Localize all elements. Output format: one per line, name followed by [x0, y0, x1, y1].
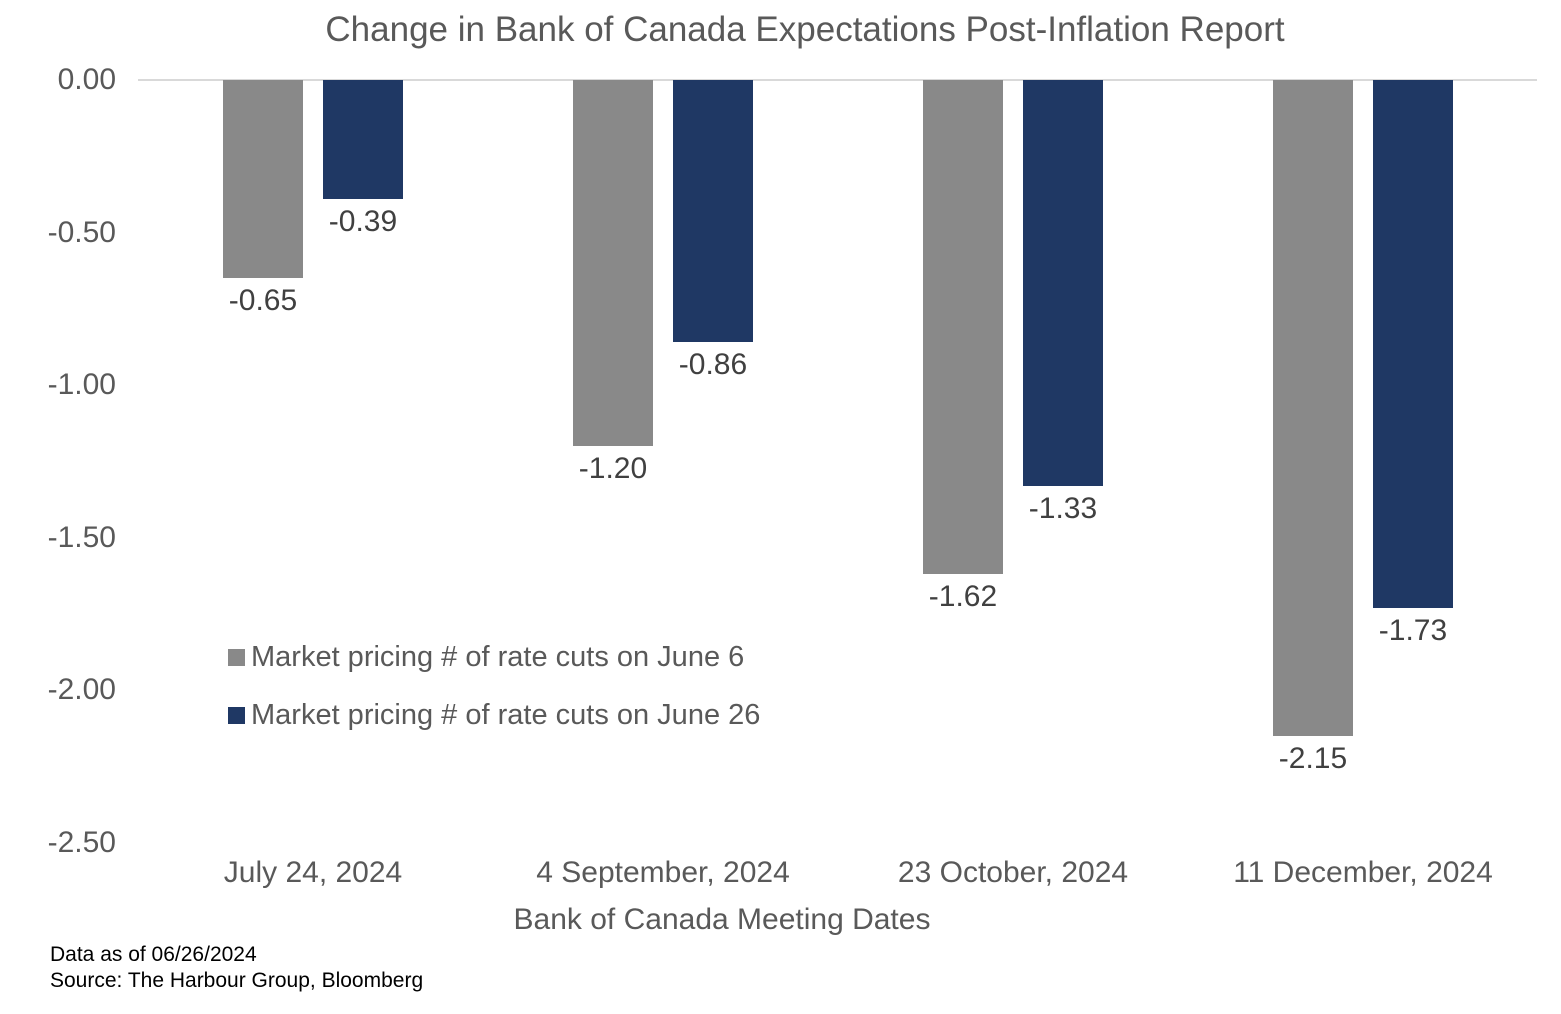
footnote: Data as of 06/26/2024 Source: The Harbou… [50, 942, 423, 994]
bar-value-label: -1.20 [578, 452, 648, 485]
legend-item-june6: Market pricing # of rate cuts on June 6 [228, 638, 760, 676]
legend-swatch-navy [228, 706, 245, 724]
bar-series0-group2 [923, 80, 1003, 574]
bar-value-label: -0.86 [678, 348, 748, 381]
bar-value-label: -2.15 [1278, 742, 1348, 775]
x-axis-label: July 24, 2024 [223, 856, 403, 889]
bar-value-label: -0.65 [228, 284, 298, 317]
source-line: Source: The Harbour Group, Bloomberg [50, 969, 424, 992]
x-axis-title: Bank of Canada Meeting Dates [513, 903, 931, 936]
x-axis-label: 4 September, 2024 [536, 856, 790, 889]
bar-series0-group3 [1273, 80, 1353, 736]
bar-series1-group0 [323, 80, 403, 199]
bar-series0-group1 [573, 80, 653, 446]
y-tick-label: -1.00 [47, 368, 116, 401]
bar-series1-group3 [1373, 80, 1453, 608]
bar-value-label: -1.33 [1028, 492, 1098, 525]
bar-value-label: -0.39 [328, 205, 398, 238]
y-tick-label: -2.50 [47, 826, 116, 859]
x-axis-label: 23 October, 2024 [897, 856, 1129, 889]
legend-label-june26: Market pricing # of rate cuts on June 26 [251, 698, 761, 731]
y-tick-label: -2.00 [47, 673, 116, 706]
legend-label-june6: Market pricing # of rate cuts on June 6 [251, 640, 745, 673]
y-tick-label: 0.00 [57, 63, 116, 96]
y-tick-label: -1.50 [47, 521, 116, 554]
x-axis-label: 11 December, 2024 [1233, 856, 1493, 889]
bar-value-label: -1.73 [1378, 614, 1448, 647]
bar-value-label: -1.62 [928, 580, 998, 613]
legend: Market pricing # of rate cuts on June 6 … [228, 638, 760, 754]
legend-swatch-gray [228, 648, 245, 666]
data-as-of-line: Data as of 06/26/2024 [50, 943, 257, 966]
bar-series0-group0 [223, 80, 303, 278]
bar-series1-group1 [673, 80, 753, 342]
zero-gridline [138, 79, 1537, 81]
bar-series1-group2 [1023, 80, 1103, 486]
y-tick-label: -0.50 [47, 216, 116, 249]
legend-item-june26: Market pricing # of rate cuts on June 26 [228, 696, 760, 734]
chart-title: Change in Bank of Canada Expectations Po… [325, 10, 1285, 49]
